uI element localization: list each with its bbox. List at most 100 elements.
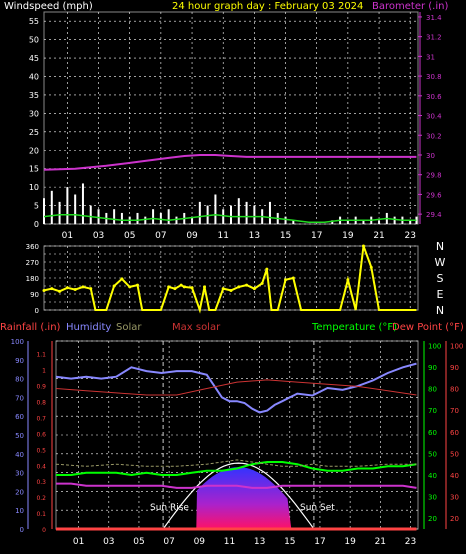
humidity-line (55, 362, 417, 414)
direction-y-tick-label: 360 (26, 243, 39, 251)
direction-y-tick-label: 180 (26, 275, 39, 283)
wind-x-tick-label: 21 (373, 231, 384, 241)
temperature-tick-label: 70 (428, 407, 437, 415)
direction-y-tick-label: 0 (35, 307, 39, 315)
wind-direction-point (128, 285, 132, 289)
lower-x-tick-label: 01 (73, 537, 84, 547)
temperature-tick-label: 50 (428, 450, 437, 458)
solar-radiation-fill (196, 467, 292, 529)
humidity-tick-label: 60 (15, 413, 24, 421)
compass-label: E (437, 288, 444, 301)
wind-direction-point (42, 288, 46, 292)
wind-direction-line (43, 245, 417, 314)
lower-x-tick-label: 03 (103, 537, 114, 547)
humidity-tick-label: 10 (15, 507, 24, 515)
dewpoint-tick-label: 80 (450, 386, 459, 394)
wind-direction-point (229, 288, 233, 292)
wind-x-tick-label: 09 (186, 231, 198, 241)
compass-label: N (436, 304, 444, 317)
wind-x-tick-label: 07 (155, 231, 166, 241)
sunrise-annotation: Sun Rise (150, 503, 189, 513)
wind-direction-point (284, 278, 288, 282)
humidity-label: Humidity (66, 322, 111, 333)
wind-y-tick-label: 0 (34, 220, 39, 229)
wind-direction-point (265, 267, 269, 271)
dewpoint-tick-label: 50 (450, 450, 459, 458)
dewpoint-tick-label: 20 (450, 515, 459, 523)
wind-x-tick-label: 13 (249, 231, 260, 241)
barometer-tick-label: 29.6 (426, 191, 442, 199)
temperature-tick-label: 40 (428, 472, 437, 480)
humidity-tick-label: 50 (15, 432, 24, 440)
solar-label: Solar (116, 322, 142, 333)
rain-tick-label: 0.2 (36, 495, 46, 502)
dewpoint-tick-label: 30 (450, 494, 459, 502)
barometer-tick-label: 29.4 (426, 211, 442, 219)
wind-direction-point (245, 283, 249, 287)
rain-tick-label: 0.7 (36, 415, 46, 422)
lower-x-tick-label: 17 (314, 537, 325, 547)
grid-layer (27, 11, 447, 530)
wind-direction-point (291, 276, 295, 280)
lower-x-tick-label: 13 (254, 537, 265, 547)
solar-line (55, 459, 417, 467)
compass-label: N (436, 240, 444, 253)
wind-direction-point (65, 286, 69, 290)
barometer-line (43, 154, 417, 171)
humidity-tick-label: 100 (11, 338, 24, 346)
wind-y-tick-label: 50 (29, 36, 39, 45)
wind-direction-point (167, 285, 171, 289)
temperature-tick-label: 90 (428, 364, 437, 372)
wind-y-tick-label: 20 (29, 146, 39, 155)
barometer-tick-label: 29.8 (426, 172, 442, 180)
lower-x-tick-label: 07 (163, 537, 174, 547)
barometer-tick-label: 31.2 (426, 34, 442, 42)
wind-direction-point (346, 278, 350, 282)
humidity-tick-label: 40 (15, 451, 24, 459)
barometer-tick-label: 31 (426, 53, 435, 61)
lower-x-tick-label: 09 (194, 537, 206, 547)
humidity-tick-label: 20 (15, 488, 24, 496)
temperature-tick-label: 30 (428, 494, 437, 502)
barometer-tick-label: 30.8 (426, 73, 442, 81)
wind-x-tick-label: 17 (311, 231, 322, 241)
rain-tick-label: 0 (42, 527, 46, 534)
direction-y-tick-label: 270 (26, 259, 39, 267)
wind-x-tick-label: 03 (93, 231, 104, 241)
rain-tick-label: 1 (42, 368, 46, 375)
rain-tick-label: 0.4 (36, 463, 46, 470)
rainfall-label: Rainfall (.in) (0, 322, 61, 333)
wind-direction-point (260, 281, 264, 285)
wind-x-tick-label: 19 (342, 231, 354, 241)
wind-direction-point (89, 287, 93, 291)
wind-direction-point (182, 285, 186, 289)
wind-x-tick-label: 15 (280, 231, 291, 241)
wind-x-tick-label: 23 (404, 231, 415, 241)
humidity-tick-label: 80 (15, 376, 24, 384)
dew-point-line (56, 482, 417, 489)
wind-direction-point (190, 286, 194, 290)
lower-x-tick-label: 15 (284, 537, 295, 547)
max-solar-line (55, 379, 417, 396)
wind-y-tick-label: 55 (29, 17, 39, 26)
dewpoint-tick-label: 100 (450, 342, 463, 350)
humidity-tick-label: 0 (20, 526, 24, 534)
dewpoint-tick-label: 90 (450, 364, 459, 372)
humidity-tick-label: 30 (15, 470, 24, 478)
rain-tick-label: 0.6 (36, 431, 46, 438)
wind-direction-point (50, 287, 54, 291)
wind-y-tick-label: 35 (29, 91, 39, 100)
lower-x-tick-label: 19 (344, 537, 356, 547)
lower-x-tick-label: 11 (224, 537, 235, 547)
wind-direction-point (179, 283, 183, 287)
wind-direction-point (361, 244, 365, 248)
temperature-line (56, 461, 417, 477)
rain-tick-label: 1.1 (36, 352, 46, 359)
barometer-label: Barometer (.in) (372, 1, 448, 12)
wind-direction-point (120, 277, 124, 281)
temperature-tick-label: 20 (428, 515, 437, 523)
temperature-label: Temperature (°F) (311, 322, 397, 333)
rain-tick-label: 0.8 (36, 400, 46, 407)
dewpoint-tick-label: 60 (450, 429, 459, 437)
wind-direction-point (252, 287, 256, 291)
